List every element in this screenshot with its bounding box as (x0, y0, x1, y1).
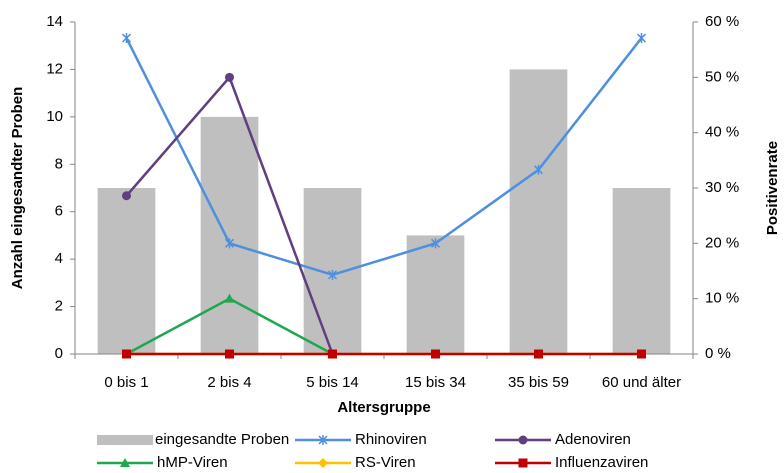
legend-label: hMP-Viren (157, 454, 228, 471)
bar (612, 188, 671, 354)
legend-marker (318, 458, 328, 468)
x-tick-label: 5 bis 14 (306, 374, 359, 391)
y-tick-label: 8 (55, 155, 63, 172)
legend-label: Adenoviren (555, 431, 631, 448)
y2-tick-label: 40 % (705, 124, 739, 141)
legend-marker (120, 458, 130, 467)
y2-tick-label: 50 % (705, 68, 739, 85)
y-tick-label: 0 (55, 345, 63, 362)
legend-label: eingesandte Proben (155, 431, 289, 448)
y2-axis-title: Positivenrate (764, 141, 781, 235)
y-tick-label: 2 (55, 298, 63, 315)
legend-swatch (97, 435, 153, 445)
bar (97, 188, 156, 354)
marker (534, 349, 543, 359)
marker (637, 349, 646, 359)
legend-marker (518, 435, 528, 445)
marker (636, 33, 647, 44)
x-tick-label: 0 bis 1 (104, 374, 148, 391)
y2-tick-label: 30 % (705, 179, 739, 196)
bar (406, 235, 465, 354)
y2-tick-label: 20 % (705, 234, 739, 251)
legend-label: RS-Viren (355, 454, 416, 471)
x-tick-label: 2 bis 4 (207, 374, 251, 391)
marker (225, 72, 234, 82)
marker (224, 238, 235, 249)
y-tick-label: 14 (46, 13, 63, 30)
marker (328, 349, 337, 359)
marker (533, 164, 544, 175)
marker (224, 293, 235, 303)
marker (225, 349, 234, 359)
legend-marker (318, 435, 328, 445)
y2-tick-label: 60 % (705, 13, 739, 30)
bar (509, 69, 568, 354)
marker (122, 349, 131, 359)
bar (200, 116, 259, 354)
marker (431, 349, 440, 359)
legend-marker (518, 458, 528, 468)
y-tick-label: 6 (55, 203, 63, 220)
y-axis-title: Anzahl eingesandter Proben (9, 87, 26, 290)
legend-label: Influenzaviren (555, 454, 648, 471)
line (125, 37, 643, 277)
y2-tick-label: 0 % (705, 345, 731, 362)
x-tick-label: 60 und älter (602, 374, 681, 391)
y-tick-label: 4 (55, 250, 63, 267)
marker (327, 269, 338, 280)
x-tick-label: 35 bis 59 (508, 374, 569, 391)
marker (430, 238, 441, 249)
y-tick-label: 12 (46, 60, 63, 77)
marker (122, 191, 131, 201)
y-tick-label: 10 (46, 108, 63, 125)
y2-tick-label: 10 % (705, 290, 739, 307)
marker (121, 33, 132, 44)
legend-label: Rhinoviren (355, 431, 427, 448)
x-axis-title: Altersgruppe (337, 399, 430, 416)
x-tick-label: 15 bis 34 (405, 374, 466, 391)
